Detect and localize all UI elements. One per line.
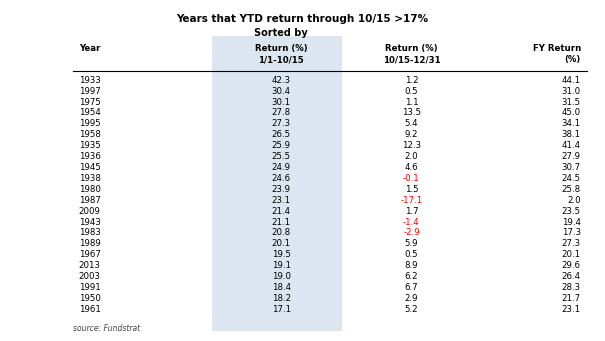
Text: 38.1: 38.1 [561,130,581,139]
Text: 25.9: 25.9 [272,141,291,150]
Text: 27.3: 27.3 [561,239,581,248]
Text: 1983: 1983 [79,228,100,237]
Text: 20.1: 20.1 [561,250,581,259]
Text: 20.1: 20.1 [272,239,291,248]
Text: Years that YTD return through 10/15 >17%: Years that YTD return through 10/15 >17% [177,14,428,24]
Text: 1961: 1961 [79,305,100,314]
Text: 34.1: 34.1 [561,119,581,128]
Text: 23.1: 23.1 [272,196,291,205]
Text: 1943: 1943 [79,218,100,226]
Text: 6.2: 6.2 [405,272,418,281]
Text: -17.1: -17.1 [401,196,422,205]
Text: 23.9: 23.9 [272,185,291,194]
Text: 1.5: 1.5 [405,185,418,194]
Text: 13.5: 13.5 [402,108,421,117]
Text: source: Fundstrat: source: Fundstrat [73,325,140,333]
Text: 5.2: 5.2 [405,305,418,314]
Text: 21.1: 21.1 [272,218,291,226]
Text: 42.3: 42.3 [272,76,291,85]
Text: 2003: 2003 [79,272,100,281]
Text: Return (%)
10/15-12/31: Return (%) 10/15-12/31 [382,44,440,64]
Text: 17.3: 17.3 [561,228,581,237]
Text: 17.1: 17.1 [272,305,291,314]
Text: 2013: 2013 [79,261,100,270]
Text: 30.7: 30.7 [561,163,581,172]
Text: FY Return
(%): FY Return (%) [532,44,581,64]
Text: 29.6: 29.6 [562,261,581,270]
Text: 1980: 1980 [79,185,100,194]
Text: 27.9: 27.9 [562,152,581,161]
Text: 19.4: 19.4 [562,218,581,226]
Text: 5.4: 5.4 [405,119,418,128]
Text: 26.5: 26.5 [272,130,291,139]
Text: 41.4: 41.4 [561,141,581,150]
Text: Sorted by: Sorted by [255,28,308,38]
Text: 2009: 2009 [79,207,100,216]
Text: 12.3: 12.3 [402,141,421,150]
Text: 20.8: 20.8 [272,228,291,237]
Text: 1.7: 1.7 [405,207,418,216]
Text: 1950: 1950 [79,294,100,303]
Text: 25.8: 25.8 [561,185,581,194]
Text: 9.2: 9.2 [405,130,418,139]
Text: 21.4: 21.4 [272,207,291,216]
Text: 45.0: 45.0 [561,108,581,117]
Text: -2.9: -2.9 [403,228,420,237]
Text: 30.4: 30.4 [272,87,291,95]
Text: 8.9: 8.9 [405,261,418,270]
Text: 27.8: 27.8 [272,108,291,117]
Text: 1995: 1995 [79,119,100,128]
Text: 1933: 1933 [79,76,100,85]
Text: 25.5: 25.5 [272,152,291,161]
Text: 23.1: 23.1 [561,305,581,314]
Text: -0.1: -0.1 [403,174,420,183]
Text: 23.5: 23.5 [561,207,581,216]
Text: 19.1: 19.1 [272,261,291,270]
Text: 1967: 1967 [79,250,100,259]
Text: 1975: 1975 [79,98,100,106]
Text: 1958: 1958 [79,130,100,139]
Text: 18.4: 18.4 [272,283,291,292]
Text: 31.0: 31.0 [561,87,581,95]
Text: 27.3: 27.3 [272,119,291,128]
Text: 24.9: 24.9 [272,163,291,172]
Text: 0.5: 0.5 [405,250,418,259]
Text: 4.6: 4.6 [405,163,418,172]
Text: 1938: 1938 [79,174,100,183]
Text: Year: Year [79,44,100,53]
Text: 1935: 1935 [79,141,100,150]
Text: 18.2: 18.2 [272,294,291,303]
Text: 0.5: 0.5 [405,87,418,95]
Text: Return (%)
1/1-10/15: Return (%) 1/1-10/15 [255,44,307,64]
Text: 44.1: 44.1 [561,76,581,85]
Text: 1.1: 1.1 [405,98,418,106]
Text: 5.9: 5.9 [405,239,418,248]
Text: 30.1: 30.1 [272,98,291,106]
Text: 1997: 1997 [79,87,100,95]
Text: 2.0: 2.0 [567,196,581,205]
Text: 21.7: 21.7 [561,294,581,303]
Text: -1.4: -1.4 [403,218,420,226]
Text: 28.3: 28.3 [561,283,581,292]
Text: 24.5: 24.5 [561,174,581,183]
Text: 26.4: 26.4 [561,272,581,281]
Text: 19.0: 19.0 [272,272,291,281]
Text: 19.5: 19.5 [272,250,291,259]
Text: 1987: 1987 [79,196,100,205]
Text: 1936: 1936 [79,152,100,161]
Text: 6.7: 6.7 [405,283,418,292]
Text: 1954: 1954 [79,108,100,117]
Text: 1.2: 1.2 [405,76,418,85]
Text: 1989: 1989 [79,239,100,248]
Text: 2.0: 2.0 [405,152,418,161]
Text: 1991: 1991 [79,283,100,292]
Text: 2.9: 2.9 [405,294,418,303]
Text: 31.5: 31.5 [561,98,581,106]
Text: 1945: 1945 [79,163,100,172]
Text: 24.6: 24.6 [272,174,291,183]
